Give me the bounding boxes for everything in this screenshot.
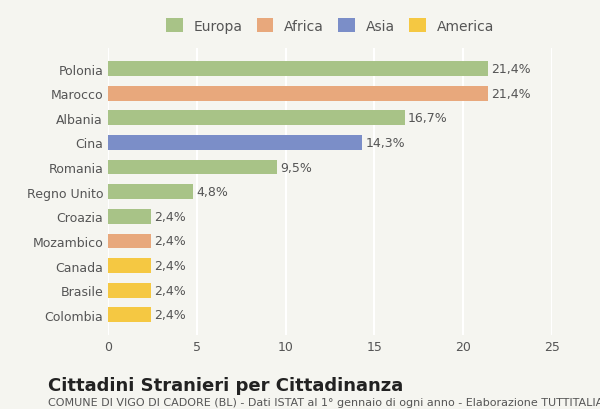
Bar (108, 136, 362, 151)
Bar (108, 283, 151, 298)
Text: Cittadini Stranieri per Cittadinanza: Cittadini Stranieri per Cittadinanza (48, 376, 403, 394)
Bar (108, 87, 488, 101)
Text: 2,4%: 2,4% (154, 210, 186, 223)
Bar (108, 62, 488, 77)
Bar (108, 258, 151, 273)
Bar (108, 308, 151, 322)
Text: 2,4%: 2,4% (154, 308, 186, 321)
Legend: Europa, Africa, Asia, America: Europa, Africa, Asia, America (166, 19, 494, 34)
Bar (108, 160, 277, 175)
Text: 2,4%: 2,4% (154, 284, 186, 297)
Bar (108, 185, 193, 200)
Text: 21,4%: 21,4% (491, 88, 531, 101)
Text: 2,4%: 2,4% (154, 235, 186, 248)
Bar (108, 234, 151, 249)
Text: COMUNE DI VIGO DI CADORE (BL) - Dati ISTAT al 1° gennaio di ogni anno - Elaboraz: COMUNE DI VIGO DI CADORE (BL) - Dati IST… (48, 397, 600, 407)
Bar (108, 209, 151, 224)
Text: 14,3%: 14,3% (365, 137, 405, 150)
Text: 4,8%: 4,8% (197, 186, 229, 199)
Text: 2,4%: 2,4% (154, 259, 186, 272)
Text: 16,7%: 16,7% (408, 112, 448, 125)
Bar (108, 111, 404, 126)
Text: 21,4%: 21,4% (491, 63, 531, 76)
Text: 9,5%: 9,5% (280, 161, 312, 174)
